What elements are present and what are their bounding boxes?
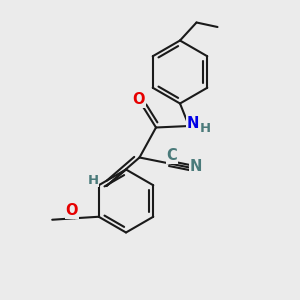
Text: H: H [87, 173, 99, 187]
Text: H: H [200, 122, 211, 135]
Text: O: O [132, 92, 145, 107]
Text: N: N [186, 116, 199, 131]
Text: O: O [65, 203, 78, 218]
Text: N: N [190, 159, 202, 174]
Text: C: C [167, 148, 177, 164]
